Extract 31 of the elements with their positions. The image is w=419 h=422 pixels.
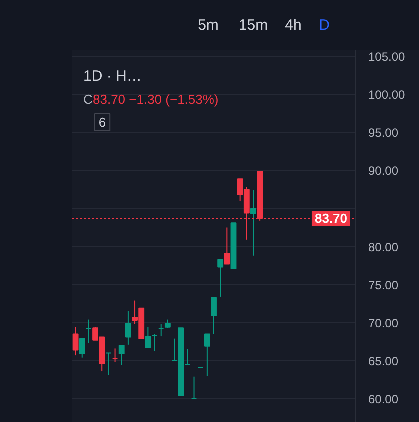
candlestick [211,297,217,335]
text: 4h [285,17,302,34]
y-tick-label: 95.00 [368,126,399,140]
candlestick [218,259,224,298]
text: D [319,17,330,34]
candlestick [125,310,132,346]
candlestick [86,319,92,344]
annotation: 6 [98,115,106,130]
y-tick-label: 75.00 [368,278,399,292]
y-tick-label: 60.00 [368,392,399,406]
y-tick-label: 90.00 [368,164,399,178]
text: C83.70 −1.30 (−1.53%) [84,92,219,107]
y-tick-label: 65.00 [368,354,399,368]
y-tick-label: 100.00 [368,88,406,102]
candlestick [72,326,79,356]
y-tick-label: 70.00 [368,316,399,330]
candlestick [250,190,256,256]
candlestick [79,338,86,358]
ref-line-label: 83.70 [314,211,348,226]
candlestick [112,348,118,363]
candlestick [191,376,198,400]
y-tick-label: 80.00 [368,240,399,254]
y-tick-label: 105.00 [368,50,406,64]
text: 1D · H… [84,68,142,85]
candlestick [158,324,164,338]
candlestick [224,227,230,265]
candlestick [106,352,112,376]
candlestick [204,334,210,377]
text: 15m [238,17,268,34]
text: 5m [198,17,219,34]
candlestick [118,345,125,366]
